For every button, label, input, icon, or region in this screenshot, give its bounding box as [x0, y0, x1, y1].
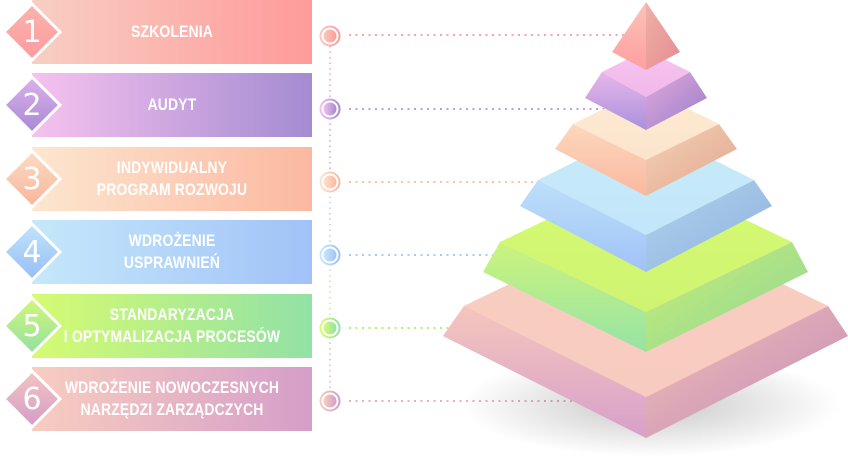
horizontal-leaders — [349, 34, 630, 402]
step-2-line1: AUDYT — [147, 95, 197, 114]
step-3-bar — [32, 147, 312, 211]
pyramid-tier-5 — [483, 172, 808, 352]
connector-node-3 — [319, 171, 341, 193]
step-2-bar — [32, 73, 312, 137]
step-1-line1: SZKOLENIA — [130, 22, 214, 41]
step-5-bar — [32, 294, 312, 358]
step-4-line1: WDROŻENIE — [128, 231, 216, 250]
step-6: 6 WDROŻENIE NOWOCZESNYCH NARZĘDZI ZARZĄD… — [0, 367, 320, 431]
step-6-line2: NARZĘDZI ZARZĄDCZYCH — [80, 400, 264, 419]
connector-node-5 — [319, 317, 341, 339]
step-1: 1 SZKOLENIA — [0, 0, 320, 64]
step-4-label: WDROŻENIE USPRAWNIEŃ — [57, 220, 287, 284]
pyramid-tier-1 — [612, 2, 680, 70]
step-1-badge — [2, 2, 62, 62]
step-1-label: SZKOLENIA — [57, 0, 287, 64]
step-3-badge — [2, 149, 62, 209]
step-3: 3 INDYWIDUALNY PROGRAM ROZWOJU — [0, 147, 320, 211]
step-2-badge — [2, 75, 62, 135]
step-6-badge — [2, 369, 62, 429]
step-5-line2: I OPTYMALIZACJA PROCESÓW — [63, 327, 281, 346]
step-4-badge — [2, 222, 62, 282]
step-6-label: WDROŻENIE NOWOCZESNYCH NARZĘDZI ZARZĄDCZ… — [57, 367, 287, 431]
connector-node-6 — [319, 390, 341, 412]
pyramid-shadow — [460, 353, 840, 457]
step-4-line2: USPRAWNIEŃ — [123, 253, 221, 272]
step-6-number: 6 — [22, 381, 42, 417]
step-4-bar — [32, 220, 312, 284]
step-1-number: 1 — [22, 14, 42, 50]
connector-node-4 — [319, 244, 341, 266]
pyramid-tier-2 — [585, 50, 707, 130]
step-5-number: 5 — [22, 308, 42, 344]
step-4-number: 4 — [22, 234, 42, 270]
connector-node-2 — [319, 98, 341, 120]
step-3-label: INDYWIDUALNY PROGRAM ROZWOJU — [57, 147, 287, 211]
step-5-line1: STANDARYZACJA — [109, 305, 235, 324]
step-3-line1: INDYWIDUALNY — [116, 158, 228, 177]
pyramid-tier-6 — [443, 218, 848, 438]
step-6-line1: WDROŻENIE NOWOCZESNYCH — [64, 378, 280, 397]
step-3-line2: PROGRAM ROZWOJU — [96, 180, 248, 199]
step-6-bar — [32, 367, 312, 431]
step-2-number: 2 — [22, 87, 42, 123]
step-5-badge — [2, 296, 62, 356]
step-2-label: AUDYT — [57, 73, 287, 137]
pyramid-tier-3 — [555, 88, 737, 196]
step-4: 4 WDROŻENIE USPRAWNIEŃ — [0, 220, 320, 284]
step-5: 5 STANDARYZACJA I OPTYMALIZACJA PROCESÓW — [0, 294, 320, 358]
pyramid-tier-4 — [520, 126, 772, 272]
step-2: 2 AUDYT — [0, 73, 320, 137]
step-1-bar — [32, 0, 312, 64]
step-3-number: 3 — [22, 161, 42, 197]
connector-node-1 — [319, 25, 341, 47]
step-5-label: STANDARYZACJA I OPTYMALIZACJA PROCESÓW — [57, 294, 287, 358]
